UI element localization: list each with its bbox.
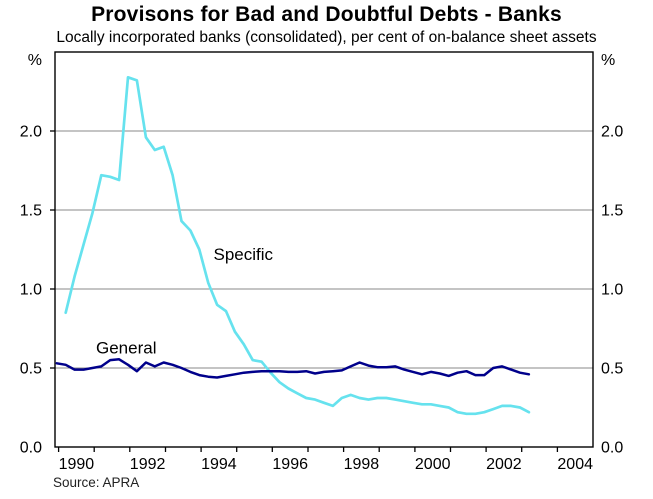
- plot-border: [54, 51, 594, 448]
- specific-line: [64, 75, 531, 416]
- y-axis-label-left: 1.5: [20, 203, 42, 220]
- y-axis-label-right: 0.0: [601, 440, 623, 457]
- x-axis-label: 1994: [201, 456, 237, 473]
- y-axis-label-left: 2.0: [20, 124, 42, 141]
- x-axis-label: 1992: [130, 456, 166, 473]
- y-axis-label-right: 2.0: [601, 124, 623, 141]
- x-axis-label: 1996: [272, 456, 308, 473]
- y-axis-label-right: 1.0: [601, 282, 623, 299]
- series-label-general: General: [96, 339, 156, 358]
- x-axis-label: 2000: [415, 456, 451, 473]
- unit-label-right: %: [601, 52, 615, 69]
- y-axis-label-right: 0.5: [601, 361, 623, 378]
- series-label-specific: Specific: [214, 245, 274, 264]
- source-note: Source: APRA: [53, 475, 140, 490]
- chart-subtitle: Locally incorporated banks (consolidated…: [56, 29, 597, 46]
- y-axis-label-left: 0.5: [20, 361, 42, 378]
- unit-label-left: %: [28, 52, 42, 69]
- y-axis-label-left: 0.0: [20, 440, 42, 457]
- general-line: [55, 358, 531, 379]
- x-axis-label: 2002: [486, 456, 522, 473]
- x-axis-label: 2004: [557, 456, 593, 473]
- x-axis-label: 1998: [344, 456, 380, 473]
- chart-title: Provisons for Bad and Doubtful Debts - B…: [91, 3, 562, 26]
- y-axis-label-right: 1.5: [601, 203, 623, 220]
- y-axis-label-left: 1.0: [20, 282, 42, 299]
- x-axis-label: 1990: [59, 456, 95, 473]
